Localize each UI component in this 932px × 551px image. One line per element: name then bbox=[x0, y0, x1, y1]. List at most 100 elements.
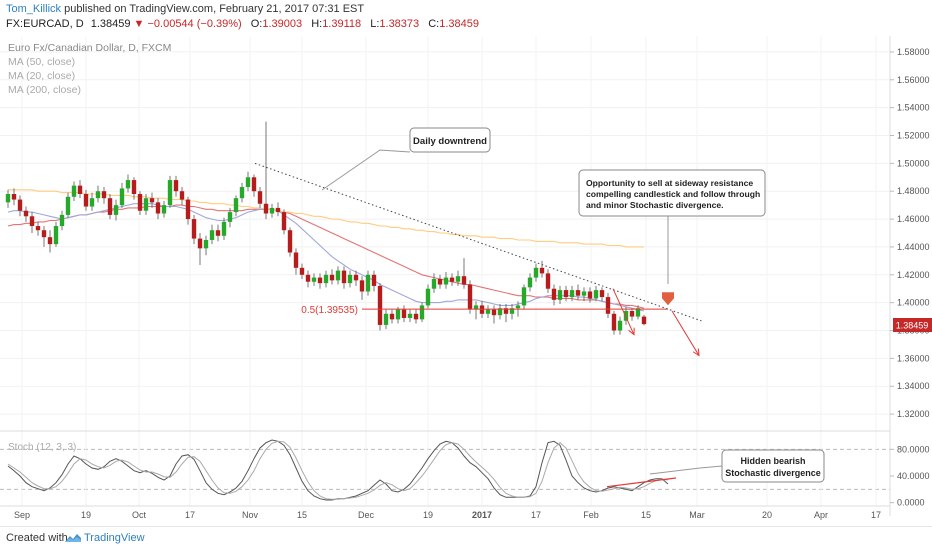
high-key: H: bbox=[311, 18, 323, 30]
candle-body bbox=[473, 305, 479, 310]
time-tick-label: 19 bbox=[423, 510, 433, 520]
candle-body bbox=[419, 305, 425, 320]
callout-opportunity-line2: compelling candlestick and follow throug… bbox=[586, 189, 760, 199]
candle bbox=[611, 311, 617, 335]
price-tick-label: 1.46000 bbox=[897, 214, 930, 224]
candle bbox=[269, 203, 275, 218]
candle-body bbox=[119, 188, 125, 206]
high-value: 1.39118 bbox=[322, 18, 362, 30]
ma200-line bbox=[8, 189, 644, 248]
callout-hidden-line2: Stochastic divergence bbox=[725, 468, 821, 478]
candle-body bbox=[509, 308, 515, 314]
candle bbox=[125, 174, 131, 193]
candle-body bbox=[185, 199, 191, 220]
candle-body bbox=[587, 291, 593, 299]
candle bbox=[485, 305, 491, 318]
time-tick-label: 2017 bbox=[472, 510, 492, 520]
author-link[interactable]: Tom_Killick bbox=[6, 3, 62, 15]
footer-created-text: Created with bbox=[6, 532, 68, 544]
candle bbox=[641, 314, 647, 326]
time-tick-label: Apr bbox=[814, 510, 828, 520]
candle-body bbox=[401, 309, 407, 318]
candle bbox=[155, 198, 161, 220]
candle-body bbox=[383, 313, 389, 325]
candle bbox=[53, 221, 59, 247]
candle-body bbox=[239, 187, 245, 199]
candle bbox=[107, 194, 113, 220]
chart-svg[interactable]: 1.320001.340001.360001.380001.400001.420… bbox=[0, 36, 932, 526]
candle bbox=[179, 187, 185, 206]
open-value: 1.39003 bbox=[262, 18, 303, 30]
candle-body bbox=[233, 198, 239, 213]
candle-body bbox=[227, 212, 233, 222]
candle-body bbox=[389, 313, 395, 320]
down-arrow-icon: ▼ bbox=[133, 18, 145, 30]
candle-body bbox=[305, 274, 311, 282]
time-tick-label: Sep bbox=[14, 510, 30, 520]
footer-brand-link[interactable]: TradingView bbox=[84, 532, 145, 544]
candle bbox=[101, 187, 107, 204]
callout-daily-downtrend: Daily downtrend bbox=[321, 127, 491, 191]
candle-body bbox=[251, 177, 257, 192]
candle bbox=[239, 182, 245, 203]
candle-body bbox=[593, 290, 599, 299]
close-value: 1.38459 bbox=[439, 18, 479, 30]
price-tick-label: 1.56000 bbox=[897, 75, 930, 85]
stoch-legend[interactable]: Stoch (12, 3, 3) bbox=[8, 442, 76, 453]
candle-body bbox=[629, 311, 635, 317]
interval-separator: , bbox=[69, 18, 76, 30]
candle-body bbox=[461, 276, 467, 285]
time-tick-label: 17 bbox=[531, 510, 541, 520]
published-text: published on TradingView.com, February 2… bbox=[64, 3, 365, 15]
candle-body bbox=[155, 202, 161, 214]
candle bbox=[29, 212, 35, 233]
candle-body bbox=[347, 274, 353, 284]
candle bbox=[629, 308, 635, 321]
candle bbox=[359, 276, 365, 300]
quote-line: FX:EURCAD, D 1.38459 ▼ −0.00544 (−0.39%)… bbox=[6, 18, 479, 30]
candle-body bbox=[209, 230, 215, 240]
price-tick-label: 1.36000 bbox=[897, 353, 930, 363]
price-tick-label: 1.44000 bbox=[897, 242, 930, 252]
candle-body bbox=[17, 199, 23, 211]
candle-body bbox=[191, 219, 197, 239]
candle-body bbox=[605, 297, 611, 314]
candle-body bbox=[467, 284, 473, 310]
candle bbox=[539, 260, 545, 278]
candle bbox=[617, 316, 623, 335]
time-tick-label: 19 bbox=[81, 510, 91, 520]
candle bbox=[245, 171, 251, 192]
time-tick-label: Feb bbox=[583, 510, 599, 520]
candle-body bbox=[539, 267, 545, 274]
time-tick-label: 17 bbox=[871, 510, 881, 520]
candle-body bbox=[59, 214, 65, 227]
candle-body bbox=[257, 191, 263, 204]
tradingview-logo-icon[interactable] bbox=[64, 532, 82, 544]
candle-body bbox=[425, 288, 431, 306]
stoch-tick-label: 40.0000 bbox=[897, 471, 930, 481]
symbol-label[interactable]: FX:EURCAD bbox=[6, 18, 70, 30]
legend-ma20[interactable]: MA (20, close) bbox=[8, 70, 75, 82]
candle-body bbox=[635, 308, 641, 317]
candle bbox=[551, 284, 557, 306]
interval-label[interactable]: D bbox=[75, 18, 84, 30]
callout-daily-box bbox=[409, 127, 491, 153]
chart-area[interactable]: 1.320001.340001.360001.380001.400001.420… bbox=[0, 36, 932, 526]
candle bbox=[467, 280, 473, 314]
candle-body bbox=[497, 308, 503, 316]
legend-ma200[interactable]: MA (200, close) bbox=[8, 84, 81, 96]
candle bbox=[173, 175, 179, 197]
candle-body bbox=[365, 274, 371, 292]
close-key: C: bbox=[428, 18, 440, 30]
sell-marker-icon bbox=[662, 292, 674, 306]
last-price-tag: 1.38459 bbox=[893, 318, 932, 332]
legend-ma50[interactable]: MA (50, close) bbox=[8, 56, 75, 68]
candle-body bbox=[311, 277, 317, 282]
last-price-tag-bg bbox=[893, 318, 932, 332]
axes: 1.320001.340001.360001.380001.400001.420… bbox=[0, 36, 930, 520]
candle-body bbox=[161, 205, 167, 214]
candle bbox=[5, 189, 11, 208]
callout-daily-pointer bbox=[321, 149, 411, 191]
candle-body bbox=[521, 287, 527, 306]
candle bbox=[281, 209, 287, 235]
